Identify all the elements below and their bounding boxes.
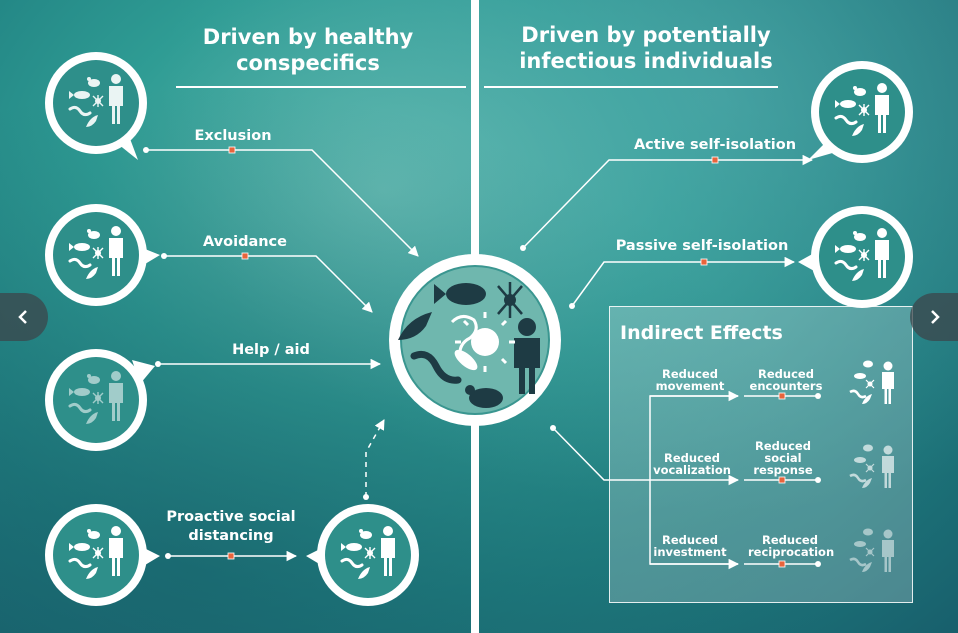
prev-slide-button[interactable]	[0, 293, 48, 341]
indirect-icons-row2	[848, 443, 896, 490]
badge-avoidance	[45, 204, 160, 306]
label-reduced-investment: Reduced investment	[653, 533, 727, 559]
left-heading-rule	[176, 86, 466, 88]
indirect-effects-title: Indirect Effects	[620, 322, 783, 344]
label-reduced-vocalization: Reduced vocalization	[653, 451, 731, 477]
left-markers	[227, 146, 249, 560]
indirect-icons-row1	[848, 359, 896, 406]
label-avoidance: Avoidance	[202, 234, 287, 250]
badge-proactive-left	[45, 504, 160, 606]
right-connector-endpoints	[520, 245, 575, 431]
label-active-self-isolation: Active self-isolation	[633, 137, 797, 153]
badge-help-aid	[45, 349, 155, 451]
right-heading-rule	[484, 86, 778, 88]
label-reduced-encounters: Reduced encounters	[749, 367, 823, 393]
label-exclusion: Exclusion	[194, 128, 272, 144]
badge-passive-self-isolation	[798, 206, 913, 308]
badge-active-self-isolation	[808, 61, 913, 163]
label-reduced-movement: Reduced movement	[655, 367, 725, 393]
right-markers	[700, 156, 719, 266]
next-slide-button[interactable]	[910, 293, 958, 341]
indirect-markers	[778, 392, 786, 568]
chevron-left-icon	[18, 310, 27, 324]
badge-exclusion	[45, 52, 147, 160]
label-help-aid: Help / aid	[232, 342, 310, 358]
indirect-endpoints	[815, 393, 821, 567]
label-reduced-reciprocation: Reduced reciprocation	[748, 533, 835, 559]
badge-proactive-right	[306, 504, 419, 606]
label-passive-self-isolation: Passive self-isolation	[615, 238, 789, 254]
right-heading: Driven by potentially infectious individ…	[519, 23, 773, 73]
indirect-effects-panel	[609, 306, 913, 603]
indirect-icons-row3	[848, 527, 896, 574]
left-connector-endpoints	[143, 147, 369, 559]
label-proactive-social-distancing: Proactive social distancing	[166, 509, 296, 544]
central-community-badge	[389, 254, 561, 426]
chevron-right-icon	[931, 310, 940, 324]
right-connectors	[522, 154, 814, 481]
left-heading: Driven by healthy conspecifics	[202, 25, 414, 75]
label-reduced-social-response: Reduced social response	[753, 439, 813, 477]
